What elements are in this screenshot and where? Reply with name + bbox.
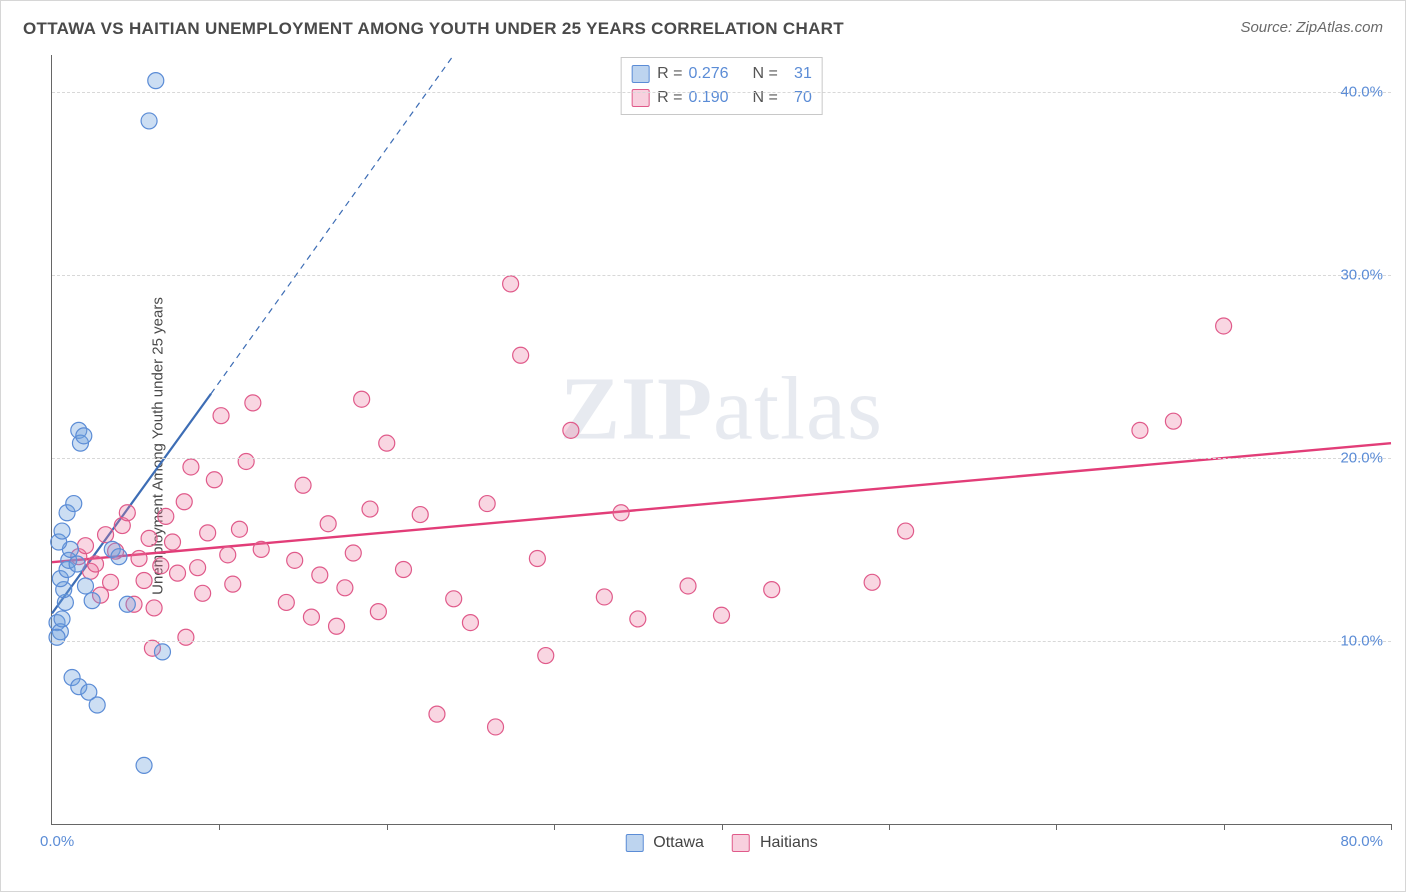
- y-tick-label: 20.0%: [1340, 449, 1383, 466]
- swatch-pink-icon: [732, 834, 750, 852]
- legend-row-haitians: R = 0.190 N = 70: [631, 86, 812, 110]
- n-label: N =: [753, 86, 778, 110]
- n-value-ottawa: 31: [784, 62, 812, 86]
- source-label: Source: ZipAtlas.com: [1240, 19, 1383, 36]
- chart-title: OTTAWA VS HAITIAN UNEMPLOYMENT AMONG YOU…: [23, 19, 844, 39]
- x-tick-mark: [554, 824, 555, 830]
- x-tick-min: 0.0%: [40, 833, 74, 850]
- x-tick-mark: [722, 824, 723, 830]
- legend-label-haitians: Haitians: [760, 834, 818, 852]
- gridline: [52, 458, 1391, 459]
- x-tick-mark: [219, 824, 220, 830]
- r-value-ottawa: 0.276: [689, 62, 741, 86]
- legend-row-ottawa: R = 0.276 N = 31: [631, 62, 812, 86]
- legend-series: Ottawa Haitians: [625, 834, 818, 852]
- r-label: R =: [657, 62, 682, 86]
- legend-correlation: R = 0.276 N = 31 R = 0.190 N = 70: [620, 57, 823, 115]
- y-tick-label: 40.0%: [1340, 83, 1383, 100]
- legend-label-ottawa: Ottawa: [653, 834, 704, 852]
- r-label: R =: [657, 86, 682, 110]
- x-tick-mark: [1391, 824, 1392, 830]
- x-tick-max: 80.0%: [1340, 833, 1383, 850]
- r-value-haitians: 0.190: [689, 86, 741, 110]
- x-tick-mark: [1056, 824, 1057, 830]
- x-tick-mark: [1224, 824, 1225, 830]
- plot-svg: [52, 55, 1391, 824]
- n-value-haitians: 70: [784, 86, 812, 110]
- swatch-blue-icon: [631, 65, 649, 83]
- legend-item-haitians: Haitians: [732, 834, 818, 852]
- n-label: N =: [753, 62, 778, 86]
- plot-area: ZIPatlas R = 0.276 N = 31 R = 0.190 N = …: [51, 55, 1391, 825]
- gridline: [52, 641, 1391, 642]
- y-tick-label: 10.0%: [1340, 632, 1383, 649]
- x-tick-mark: [387, 824, 388, 830]
- x-tick-mark: [889, 824, 890, 830]
- swatch-blue-icon: [625, 834, 643, 852]
- y-tick-label: 30.0%: [1340, 266, 1383, 283]
- gridline: [52, 92, 1391, 93]
- chart-container: OTTAWA VS HAITIAN UNEMPLOYMENT AMONG YOU…: [0, 0, 1406, 892]
- gridline: [52, 275, 1391, 276]
- legend-item-ottawa: Ottawa: [625, 834, 704, 852]
